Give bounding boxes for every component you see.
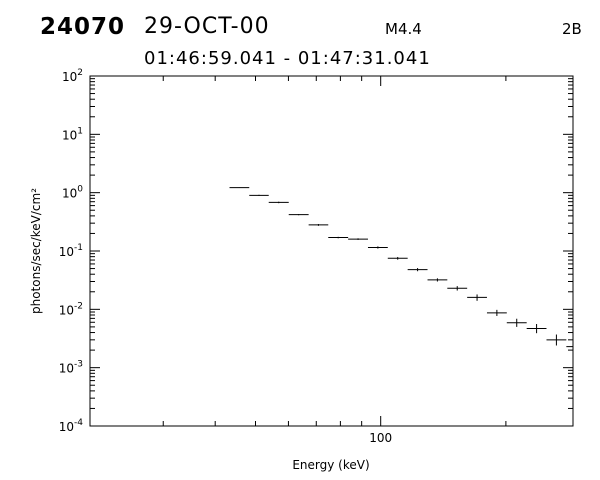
- data-point: [249, 194, 269, 196]
- data-point: [348, 238, 368, 240]
- data-point: [447, 286, 468, 291]
- y-tick-label: 10-3: [59, 360, 83, 376]
- time-range: 01:46:59.041 - 01:47:31.041: [144, 48, 431, 69]
- data-point: [546, 334, 567, 346]
- data-point: [308, 224, 329, 226]
- y-tick-label: 10-4: [59, 418, 84, 434]
- x-axis-label: Energy (keV): [292, 458, 369, 472]
- data-point: [566, 346, 573, 348]
- data-point: [586, 354, 600, 385]
- y-tick-label: 101: [62, 126, 83, 142]
- plot-frame: [89, 75, 574, 427]
- goes-class: M4.4: [385, 20, 422, 38]
- data-point: [288, 214, 309, 216]
- event-id: 24070: [40, 14, 126, 40]
- data-series: [229, 187, 600, 385]
- data-point: [526, 324, 547, 334]
- y-tick-label: 102: [62, 68, 83, 84]
- data-point: [407, 268, 428, 272]
- y-tick-label: 10-1: [59, 243, 83, 259]
- data-point: [367, 246, 388, 249]
- y-tick-labels: 10-4 10-3 10-2 10-1 100 101 102: [59, 68, 84, 434]
- x-tick-label: 100: [369, 431, 392, 445]
- data-point: [467, 294, 487, 301]
- data-point: [486, 309, 507, 316]
- data-point: [427, 278, 448, 282]
- data-point: [506, 318, 527, 327]
- data-point: [328, 236, 349, 239]
- axis-ticks: [89, 75, 573, 427]
- y-tick-label: 10-2: [59, 301, 83, 317]
- flare-class: 2B: [562, 20, 582, 38]
- y-tick-label: 100: [62, 185, 83, 201]
- data-point: [268, 201, 289, 204]
- x-tick-labels: 100: [369, 431, 392, 445]
- y-axis-label: photons/sec/keV/cm²: [29, 188, 43, 314]
- event-date: 29-OCT-00: [144, 14, 270, 39]
- data-point: [387, 256, 408, 260]
